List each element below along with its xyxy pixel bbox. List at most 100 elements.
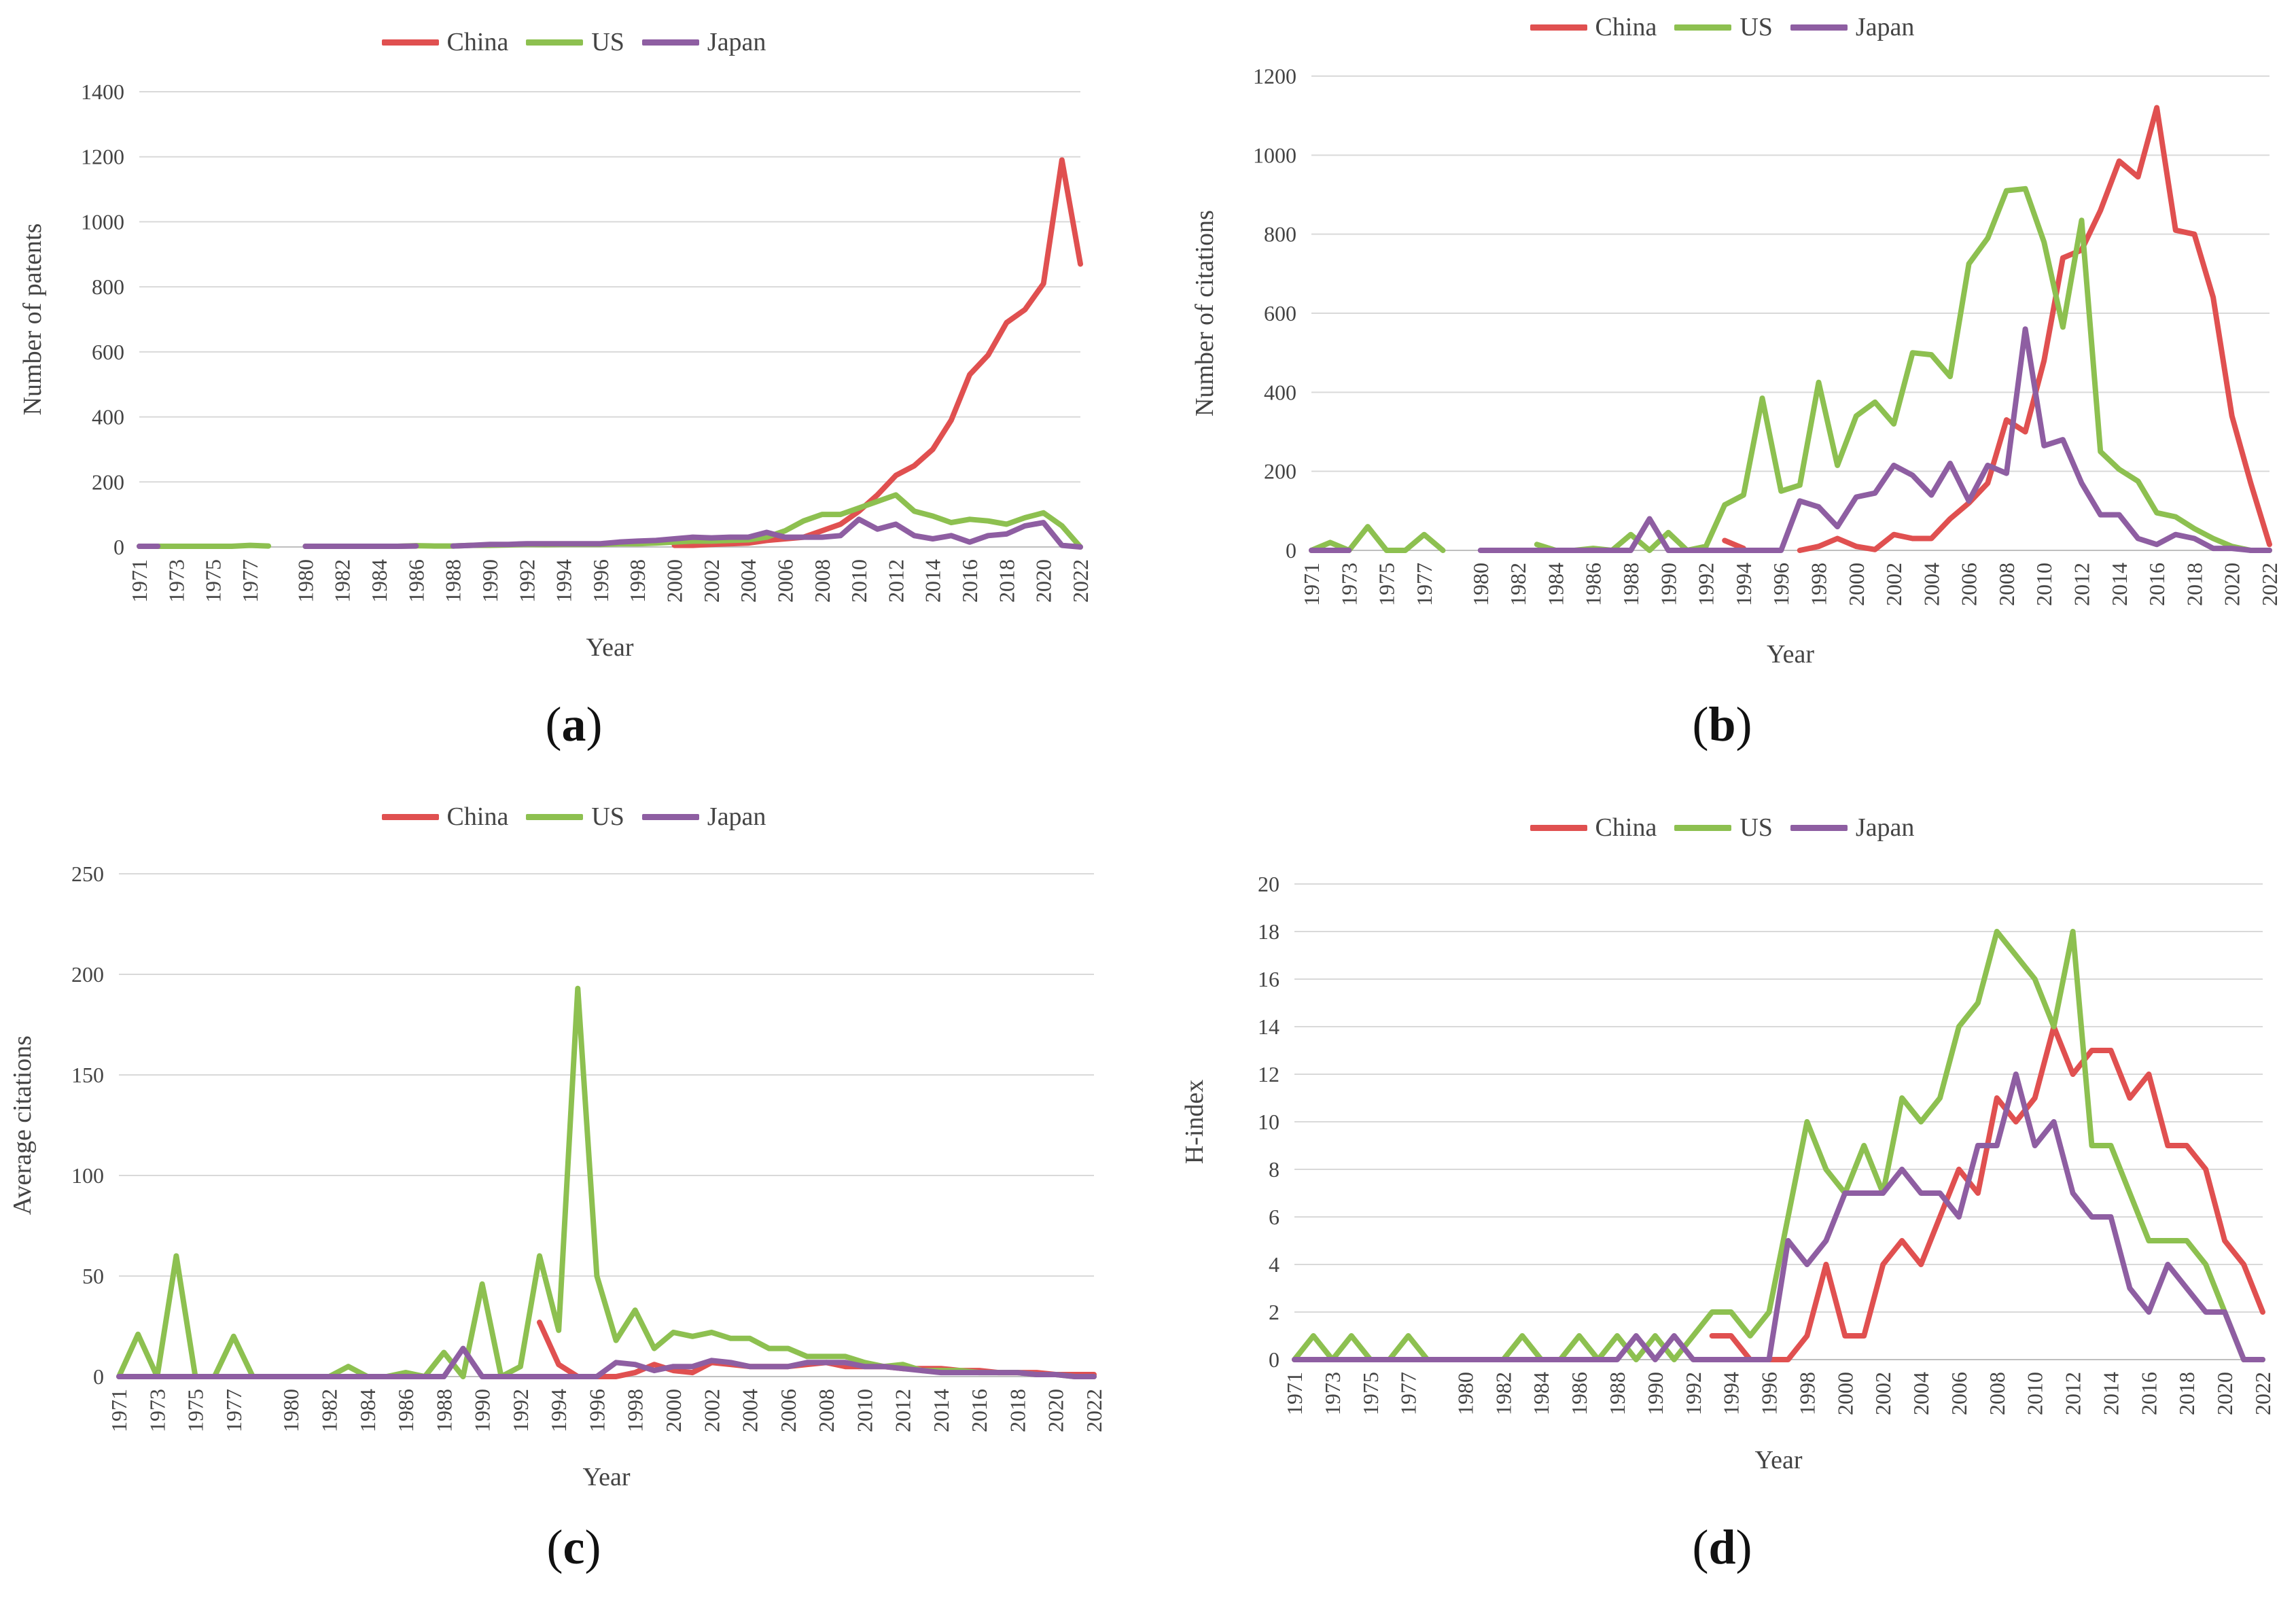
- x-tick-label: 2012: [883, 559, 908, 603]
- y-tick-label: 800: [92, 275, 124, 299]
- x-tick-label: 1975: [1375, 563, 1399, 606]
- x-tick-label: 2020: [2220, 563, 2244, 606]
- legend-label-japan: Japan: [1855, 13, 1915, 41]
- x-tick-label: 1977: [222, 1389, 246, 1432]
- y-tick-label: 400: [92, 405, 124, 429]
- series-line-china: [1722, 105, 2272, 553]
- x-tick-label: 1975: [201, 559, 226, 603]
- legend-swatch-china: [381, 39, 439, 46]
- chart-svg: 0 200 400 600 800 1000 1200 1971 1973 1975 1977 198…: [1190, 64, 2282, 669]
- x-tick-label: 1971: [127, 559, 152, 603]
- y-axis-title: H-index: [1180, 1080, 1209, 1165]
- x-tick-label: 1986: [404, 559, 428, 603]
- x-tick-label: 2014: [921, 559, 945, 603]
- x-tick-label: 1980: [279, 1389, 303, 1432]
- x-tick-label: 1982: [1506, 563, 1530, 606]
- x-tick-label: 2002: [1882, 563, 1906, 606]
- legend-label-us: US: [591, 28, 624, 56]
- legend-item-us: US: [1674, 12, 1773, 42]
- y-tick-label: 2: [1269, 1300, 1279, 1324]
- chart-panel-a: China US Japan 0 200 400 600 800 1000 1200 1400…: [0, 0, 1148, 805]
- legend-item-china: China: [381, 27, 508, 57]
- legend-label-china: China: [1595, 13, 1657, 41]
- series-line-japan: [1309, 326, 2272, 553]
- x-tick-label: 2000: [661, 1389, 686, 1432]
- x-tick-label: 1984: [1543, 563, 1568, 606]
- y-tick-label: 16: [1258, 967, 1279, 991]
- x-tick-label: 2002: [699, 559, 724, 603]
- y-tick-label: 6: [1269, 1205, 1279, 1229]
- legend-swatch-us: [526, 813, 584, 820]
- legend-item-china: China: [1530, 813, 1657, 843]
- y-tick-label: 20: [1258, 872, 1279, 896]
- x-tick-label: 1973: [1320, 1372, 1345, 1415]
- x-tick-label: 2010: [847, 559, 871, 603]
- x-tick-label: 2006: [776, 1389, 800, 1432]
- chart-svg: 0 2 4 6 8 10 12 14 16 18 20 1971 1973 1975 1977 1980 198…: [1180, 872, 2275, 1474]
- x-tick-label: 2008: [1985, 1372, 2009, 1415]
- y-tick-label: 100: [71, 1163, 104, 1188]
- x-tick-label: 2002: [1871, 1372, 1895, 1415]
- legend-swatch-japan: [1790, 824, 1848, 831]
- x-tick-label: 1986: [1581, 563, 1606, 606]
- x-tick-label: 2006: [773, 559, 797, 603]
- legend-swatch-japan: [641, 39, 699, 46]
- x-tick-label: 1998: [625, 559, 650, 603]
- x-tick-label: 1992: [1681, 1372, 1706, 1415]
- x-tick-label: 2014: [2098, 1372, 2123, 1415]
- chart-svg: 0 200 400 600 800 1000 1200 1400 1971 1973 1975 197…: [18, 79, 1093, 662]
- x-tick-label: 2008: [810, 559, 834, 603]
- legend-item-japan: Japan: [1790, 813, 1915, 843]
- y-tick-label: 4: [1269, 1252, 1279, 1277]
- x-tick-label: 1988: [1619, 563, 1643, 606]
- panel-label: (c): [546, 1520, 601, 1574]
- x-tick-label: 1994: [1731, 563, 1756, 606]
- x-tick-label: 2010: [852, 1389, 877, 1432]
- x-tick-label: 1988: [441, 559, 465, 603]
- legend-label-us: US: [1739, 13, 1773, 41]
- x-tick-label: 1998: [1795, 1372, 1819, 1415]
- legend-item-china: China: [1530, 12, 1657, 42]
- y-tick-label: 250: [71, 862, 104, 886]
- x-tick-label: 1998: [1806, 563, 1831, 606]
- chart-panel-d: China US Japan 0 2 4 6 8 10 12 14 16 18 20 1971 1973…: [1148, 806, 2296, 1611]
- x-tick-label: 2014: [929, 1389, 953, 1432]
- series-line-japan: [137, 516, 1083, 550]
- x-tick-label: 1973: [145, 1389, 169, 1432]
- legend-swatch-us: [526, 39, 584, 46]
- x-tick-label: 1980: [1453, 1372, 1477, 1415]
- y-tick-label: 600: [92, 340, 124, 364]
- x-tick-label: 2004: [1909, 1372, 1933, 1415]
- y-tick-label: 14: [1258, 1014, 1279, 1039]
- y-tick-label: 8: [1269, 1157, 1279, 1182]
- x-tick-label: 1994: [552, 559, 576, 603]
- y-tick-label: 400: [1264, 380, 1296, 404]
- x-tick-label: 1980: [293, 559, 317, 603]
- y-tick-label: 12: [1258, 1062, 1279, 1086]
- y-tick-label: 200: [1264, 459, 1296, 484]
- x-tick-label: 1971: [1282, 1372, 1307, 1415]
- series-line-us: [137, 492, 1083, 550]
- chart-panel-b: China US Japan 0 200 400 600 800 1000 1200 1971…: [1148, 0, 2296, 805]
- x-tick-label: 1973: [164, 559, 188, 603]
- series-line-us: [1309, 185, 2272, 553]
- legend-label-japan: Japan: [1855, 813, 1915, 842]
- x-axis-title: Year: [1767, 640, 1814, 669]
- legend-item-japan: Japan: [641, 27, 766, 57]
- legend-label-japan: Japan: [707, 802, 766, 831]
- x-tick-label: 1977: [1396, 1372, 1421, 1415]
- x-tick-label: 2022: [1082, 1389, 1106, 1432]
- legend-label-china: China: [1595, 813, 1657, 842]
- x-axis-title: Year: [582, 1463, 630, 1491]
- series-line-us: [116, 985, 1097, 1379]
- x-tick-label: 2008: [814, 1389, 838, 1432]
- legend: China US Japan: [1148, 12, 2296, 42]
- x-tick-label: 1971: [107, 1389, 131, 1432]
- legend-item-japan: Japan: [641, 802, 766, 832]
- x-tick-label: 2016: [967, 1389, 991, 1432]
- x-tick-label: 2006: [1957, 563, 1981, 606]
- x-tick-label: 1994: [546, 1389, 571, 1432]
- y-tick-label: 10: [1258, 1110, 1279, 1134]
- x-tick-label: 1990: [478, 559, 502, 603]
- legend-label-us: US: [591, 802, 624, 831]
